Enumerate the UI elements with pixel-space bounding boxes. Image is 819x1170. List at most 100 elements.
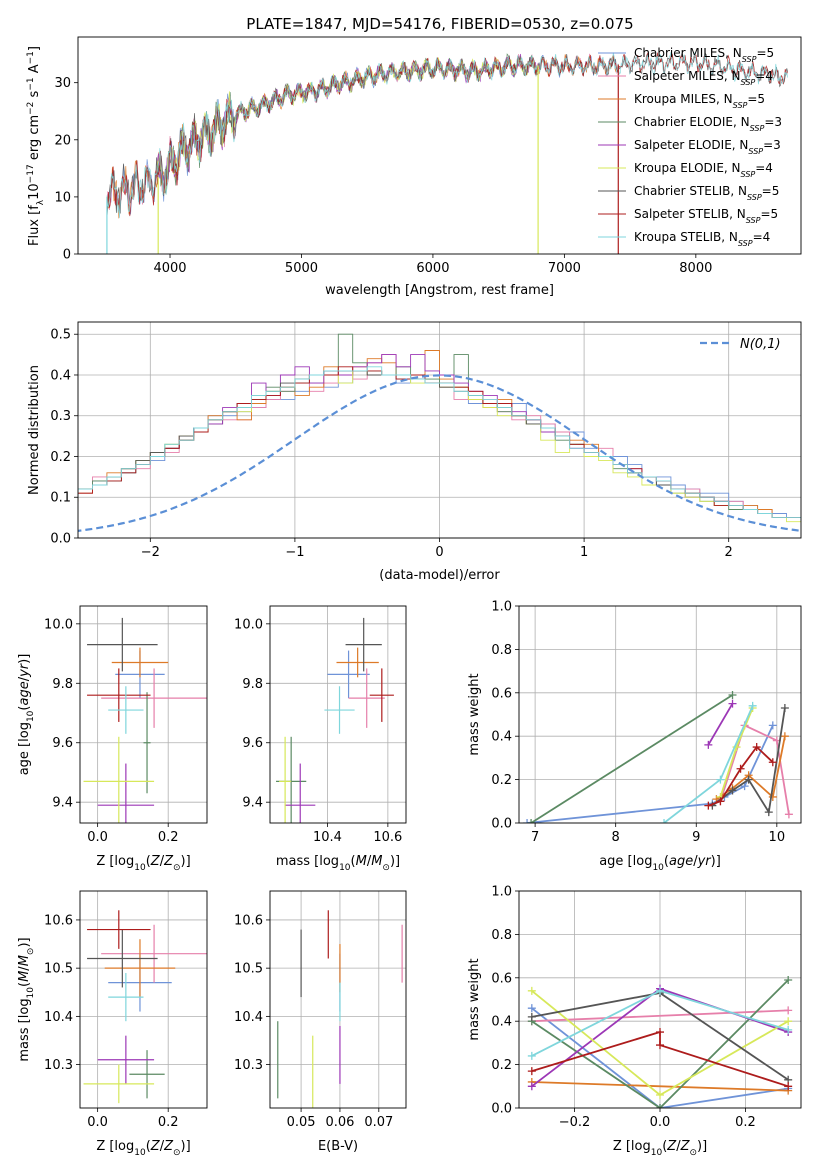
- spectrum-ylabel-part: −2: [26, 102, 36, 115]
- weight-marker: [784, 975, 793, 984]
- errorbar-point: [369, 668, 394, 722]
- spectrum-panel-frame: [77, 36, 802, 255]
- mass-weight-vs-Z-panel-xtick-label: −0.2: [559, 1115, 591, 1130]
- residuals-panel-frame: [77, 321, 802, 539]
- spectrum-ylabel-part: erg cm: [27, 115, 42, 164]
- weight-marker: [752, 743, 761, 752]
- weight-line-4: [707, 703, 734, 746]
- age-vs-Z-xlabel-part: )]: [181, 854, 191, 869]
- mass-vs-ebv-panel-xtick-label: 0.07: [364, 1115, 393, 1130]
- mass-vs-Z-ylabel-part: 10: [26, 987, 36, 999]
- spectrum-ylabel-part: λ: [36, 199, 46, 205]
- weight-marker: [764, 808, 773, 817]
- errorbar-point: [111, 647, 169, 678]
- errorbar-point: [324, 686, 355, 734]
- mass-vs-ebv-panel-ytick-label: 10.5: [234, 962, 263, 977]
- mass-vs-ebv-panel: 0.05 0.06 0.07 10.3 10.4 10.5 10.6 E(B-V): [234, 890, 407, 1154]
- histogram-0: [78, 370, 801, 519]
- legend-entry-text: Kroupa STELIB, N: [634, 230, 738, 244]
- mass-weight-vs-Z-ylabel-part: mass weight: [467, 958, 482, 1040]
- mass-vs-Z-xlabel-part: /: [160, 1139, 165, 1154]
- residuals-xlabel: (data-model)/error: [379, 568, 500, 583]
- legend-entry-sub: SSP: [741, 170, 756, 179]
- mass-weight-vs-age-ylabel: mass weight: [467, 673, 482, 755]
- legend-entry-7: Salpeter STELIB, NSSP=5: [634, 207, 778, 225]
- weight-marker: [716, 775, 725, 784]
- residuals-panel-ytick-label: 0.4: [50, 368, 71, 383]
- errorbar-point: [97, 763, 155, 823]
- weight-marker: [736, 764, 745, 773]
- weight-marker: [716, 797, 725, 806]
- legend-entry-2: Kroupa MILES, NSSP=5: [634, 92, 765, 110]
- legend-entry-6: Chabrier STELIB, NSSP=5: [634, 184, 779, 202]
- mass-weight-vs-age-panel-ytick-label: 0.8: [491, 643, 512, 658]
- mass-weight-vs-Z-xlabel-part: 10: [651, 1148, 663, 1158]
- mass-weight-vs-age-panel-ytick-label: 0.0: [491, 817, 512, 832]
- legend-entry-sub: SSP: [741, 78, 756, 87]
- weight-marker: [656, 1090, 664, 1099]
- weight-marker: [784, 1082, 793, 1091]
- age-vs-Z-panel-xtick-label: 0.0: [87, 830, 108, 845]
- mass-vs-ebv-xlabel-part: E(B-V): [318, 1139, 358, 1154]
- weight-marker: [527, 819, 536, 823]
- age-vs-Z-ylabel-part: 10: [26, 710, 36, 722]
- weight-marker: [527, 1004, 536, 1013]
- legend-entry-sub: SSP: [742, 55, 757, 64]
- residuals-panel-ytick-label: 0.2: [50, 450, 71, 465]
- age-vs-mass-panel-frame: [269, 605, 407, 824]
- age-vs-mass-xlabel-part: )]: [390, 854, 400, 869]
- mass-weight-vs-Z-xlabel-part: /: [676, 1139, 681, 1154]
- mass-weight-vs-Z-panel-ytick-label: 0.2: [491, 1058, 512, 1073]
- mass-weight-vs-age-xlabel-part: /: [693, 854, 698, 869]
- spectrum-xlabel-part: wavelength [Angstrom, rest frame]: [325, 283, 554, 298]
- spectrum-panel-plot: [106, 51, 788, 254]
- age-vs-Z-xlabel-part: /: [160, 854, 165, 869]
- errorbar-point: [279, 736, 292, 823]
- histogram-3: [78, 333, 801, 523]
- age-vs-Z-xlabel: Z [log10(Z/Z⊙)]: [96, 854, 190, 873]
- spectrum-panel-ytick-label: 20: [54, 133, 71, 148]
- age-vs-Z-ylabel-part: (: [17, 706, 32, 711]
- age-vs-Z-ylabel-part: age [log: [17, 722, 32, 775]
- mass-weight-vs-Z-panel-frame: [518, 890, 802, 1109]
- weight-marker: [728, 699, 737, 708]
- mass-vs-ebv-panel-frame: [269, 890, 407, 1109]
- errorbar-point: [108, 686, 144, 734]
- mass-weight-vs-Z-xlabel-part: )]: [697, 1139, 707, 1154]
- weight-marker: [704, 740, 713, 749]
- mass-weight-vs-age-panel-ytick-label: 0.2: [491, 773, 512, 788]
- spectrum-ylabel-part: A: [27, 64, 42, 77]
- age-vs-mass-panel-ytick-label: 9.4: [242, 796, 263, 811]
- mass-vs-ebv-panel-ytick-label: 10.3: [234, 1058, 263, 1073]
- gaussian-curve: [78, 374, 801, 533]
- age-vs-Z-xlabel-part: Z: [163, 854, 174, 869]
- mass-weight-vs-Z-panel-ytick-label: 0.0: [491, 1102, 512, 1117]
- mass-weight-vs-Z-panel-xtick-label: 0.0: [650, 1115, 671, 1130]
- mass-weight-vs-age-xlabel-part: (: [664, 854, 669, 869]
- mass-weight-vs-age-panel-frame: [518, 605, 802, 824]
- errorbar-point: [285, 763, 316, 823]
- spectrum-line-8: [106, 52, 788, 218]
- mass-weight-vs-age-xlabel: age [log10(age/yr)]: [599, 854, 721, 873]
- weight-marker: [728, 786, 737, 795]
- residuals-panel-xtick-label: 1: [580, 545, 588, 560]
- weight-marker: [527, 1067, 536, 1076]
- age-vs-mass-panel-plot: [276, 617, 394, 823]
- mass-vs-Z-panel-plot: [83, 910, 207, 1104]
- age-vs-Z-ylabel-part: /: [17, 676, 32, 681]
- spectrum-panel-xtick-label: 7000: [548, 261, 581, 276]
- legend-entry-sub: SSP: [738, 239, 753, 248]
- weight-marker: [728, 690, 737, 699]
- errorbar-point: [348, 668, 385, 728]
- mass-weight-vs-age-panel-xtick-label: 9: [692, 830, 700, 845]
- mass-vs-Z-ylabel-part: (: [17, 982, 32, 987]
- spectrum-panel: 4000 5000 6000 7000 8000 0 10 20 30 wavelength [A…: [26, 36, 802, 298]
- mass-weight-vs-age-ylabel-part: mass weight: [467, 673, 482, 755]
- figure-title: PLATE=1847, MJD=54176, FIBERID=0530, z=0…: [246, 15, 633, 33]
- weight-marker: [768, 792, 777, 801]
- errorbar-point: [101, 924, 207, 983]
- legend-entry-value: =5: [747, 92, 765, 106]
- legend-entry-text: Kroupa MILES, N: [634, 92, 733, 106]
